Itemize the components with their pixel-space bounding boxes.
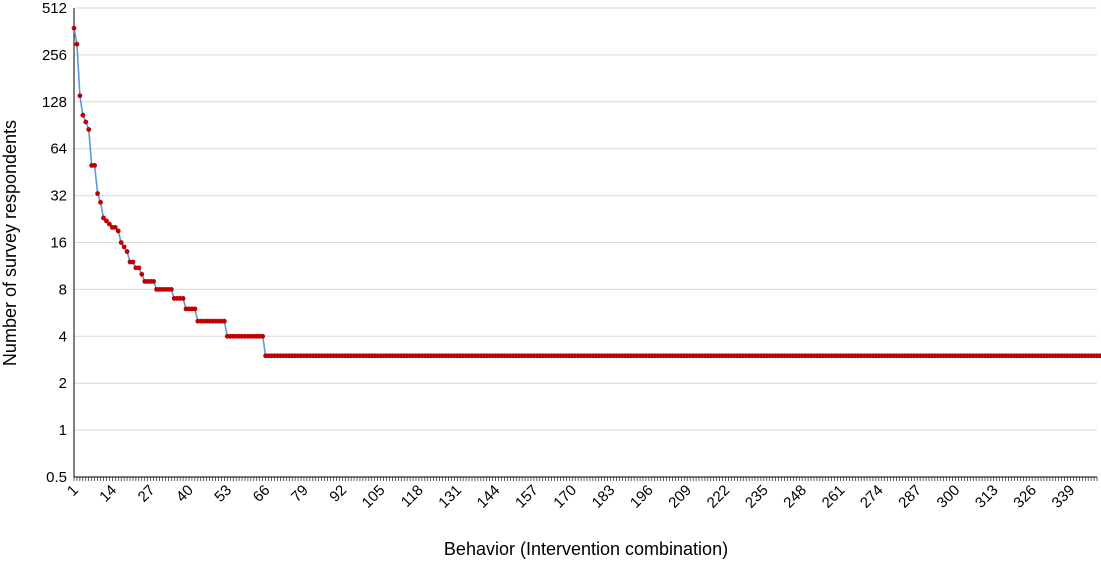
- series-line: [73, 28, 1101, 357]
- x-tick-label: 196: [627, 482, 657, 512]
- data-point: [221, 318, 227, 324]
- data-point: [98, 199, 103, 205]
- data-point: [83, 119, 89, 125]
- data-point: [168, 287, 174, 292]
- y-tick-label: 128: [42, 94, 67, 111]
- data-point: [1097, 353, 1101, 359]
- data-point: [130, 259, 136, 265]
- x-tick-label: 274: [857, 482, 887, 512]
- x-tick-label: 105: [359, 482, 389, 512]
- y-tick-label: 32: [50, 188, 67, 205]
- y-tick-label: 512: [42, 0, 67, 17]
- x-tick-label: 261: [819, 482, 849, 512]
- data-point: [192, 306, 198, 312]
- x-tick-label: 66: [250, 482, 274, 506]
- data-point: [118, 240, 124, 245]
- x-tick-label: 248: [780, 482, 810, 512]
- data-point: [180, 296, 186, 301]
- x-tick-label: 27: [135, 482, 159, 506]
- data-point: [71, 25, 77, 31]
- data-point: [139, 271, 145, 277]
- data-point: [112, 225, 118, 230]
- y-tick-labels: 0.5 1 2 4 8 16 32 64 128 256 512: [42, 0, 67, 486]
- data-point: [106, 221, 112, 227]
- y-tick-label: 0.5: [46, 469, 67, 486]
- y-tick-label: 2: [59, 375, 67, 392]
- x-tick-label: 1: [64, 482, 82, 500]
- x-tick-labels: 1 14 27 40 53 66 79 92 105 118 131 144 157 170 183 196 2…: [64, 482, 1078, 512]
- x-tick-label: 92: [326, 482, 350, 506]
- x-tick-label: 170: [550, 482, 580, 512]
- x-axis-title: Behavior (Intervention combination): [444, 539, 728, 559]
- y-tick-label: 8: [59, 281, 67, 298]
- x-tick-label: 326: [1010, 482, 1040, 512]
- data-point: [80, 112, 86, 118]
- data-point: [95, 191, 100, 196]
- data-point: [101, 215, 106, 221]
- x-tick-label: 235: [742, 482, 772, 512]
- x-tick-label: 53: [211, 482, 235, 506]
- x-tick-label: 287: [895, 482, 925, 512]
- x-tick-label: 313: [972, 482, 1002, 512]
- x-tick-label: 79: [288, 482, 312, 506]
- x-tick-label: 144: [474, 482, 504, 512]
- x-tick-label: 131: [435, 482, 465, 512]
- x-tick-label: 209: [665, 482, 695, 512]
- data-point: [121, 244, 127, 250]
- data-point: [115, 228, 121, 234]
- data-point: [104, 218, 109, 224]
- x-tick-label: 339: [1049, 482, 1079, 512]
- x-tick-label: 118: [398, 482, 427, 511]
- x-tick-label: 157: [512, 482, 542, 512]
- x-tick-label: 300: [934, 482, 964, 512]
- data-point: [74, 41, 80, 47]
- x-tick-label: 183: [589, 482, 619, 512]
- data-point: [260, 333, 266, 339]
- x-tick-label: 14: [96, 482, 120, 506]
- y-tick-label: 64: [50, 141, 67, 158]
- gridlines: [74, 7, 1097, 431]
- y-axis-title: Number of survey respondents: [0, 120, 20, 366]
- data-point: [86, 127, 92, 132]
- data-point: [92, 163, 98, 168]
- y-tick-label: 16: [50, 235, 67, 252]
- y-tick-label: 256: [42, 47, 67, 64]
- data-point: [151, 279, 157, 284]
- data-series: [71, 25, 1101, 359]
- axes: [73, 8, 1098, 481]
- y-tick-label: 1: [59, 422, 67, 439]
- data-point: [136, 265, 142, 271]
- data-point: [77, 93, 83, 99]
- y-tick-label: 4: [59, 328, 67, 345]
- x-tick-label: 40: [173, 482, 197, 506]
- data-point: [124, 249, 130, 254]
- x-tick-label: 222: [704, 482, 734, 512]
